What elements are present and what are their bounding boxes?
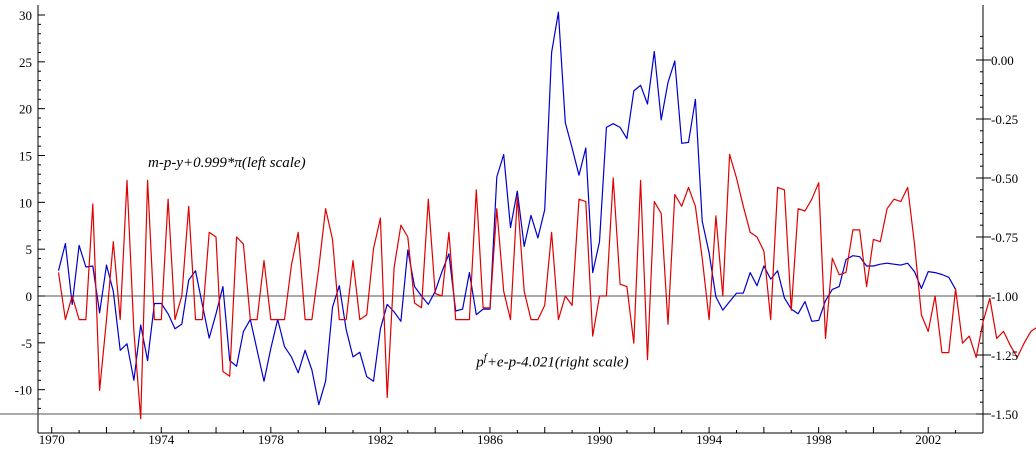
left-y-tick-label: 30 xyxy=(19,8,32,23)
x-tick-label: 1974 xyxy=(148,432,175,447)
x-tick-label: 1990 xyxy=(587,432,613,447)
right-y-tick-label: -1.50 xyxy=(991,407,1018,422)
left-y-tick-label: 10 xyxy=(19,195,32,210)
left-y-tick-label: -10 xyxy=(15,383,32,398)
left-y-tick-label: 15 xyxy=(19,149,32,164)
series-left-scale-line xyxy=(57,11,957,406)
chart-labels: 30 25 20 15 10 5 0 -5 -10 0.00 -0.25 -0.50 -0.75 -1.0… xyxy=(15,8,1018,447)
chart-axes xyxy=(0,5,991,434)
right-y-tick-label: -0.50 xyxy=(991,171,1018,186)
left-y-tick-label: 25 xyxy=(19,55,32,70)
series-annotation-right: pf+e-p-4.021(right scale) xyxy=(475,352,628,371)
right-y-tick-label: 0.00 xyxy=(991,53,1014,68)
series-right-scale-line xyxy=(57,153,1036,420)
right-y-tick-label: -0.25 xyxy=(991,112,1018,127)
x-tick-label: 1986 xyxy=(477,432,504,447)
left-y-tick-label: 20 xyxy=(19,102,32,117)
series-annotation-left: m-p-y+0.999*π(left scale) xyxy=(148,155,306,171)
right-y-tick-label: -1.25 xyxy=(991,348,1018,363)
left-y-tick-label: -5 xyxy=(21,336,32,351)
x-tick-label: 1978 xyxy=(258,432,284,447)
x-tick-label: 1970 xyxy=(39,432,65,447)
x-tick-label: 2002 xyxy=(915,432,941,447)
x-tick-label: 1994 xyxy=(696,432,723,447)
left-y-tick-label: 5 xyxy=(26,242,33,257)
left-y-tick-label: 0 xyxy=(26,289,33,304)
x-tick-label: 1982 xyxy=(367,432,393,447)
x-tick-label: 1998 xyxy=(806,432,832,447)
right-y-tick-label: -0.75 xyxy=(991,230,1018,245)
chart-series xyxy=(57,11,1036,420)
right-y-tick-label: -1.00 xyxy=(991,289,1018,304)
